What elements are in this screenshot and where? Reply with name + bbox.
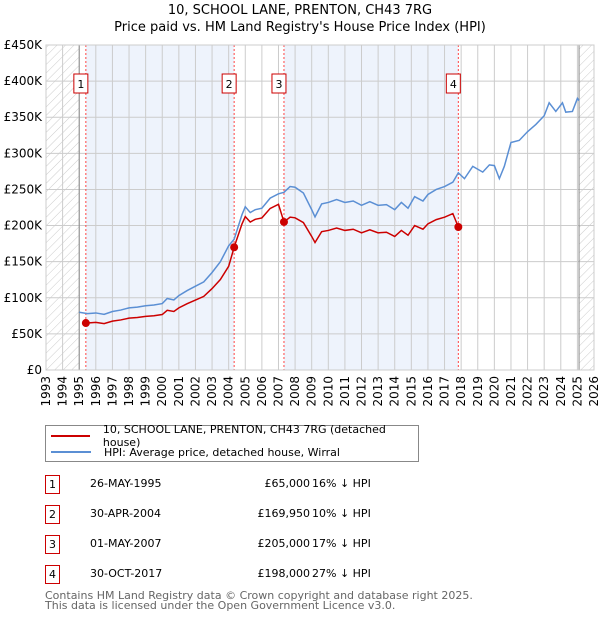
- x-tick-label: 2002: [188, 376, 202, 407]
- x-tick-label: 2006: [255, 376, 269, 407]
- x-tick-label: 2024: [554, 376, 568, 407]
- x-tick-label: 2011: [338, 376, 352, 407]
- sale-number-badge: 1: [45, 475, 60, 494]
- sale-point: [81, 319, 90, 328]
- legend: 10, SCHOOL LANE, PRENTON, CH43 7RG (deta…: [45, 423, 419, 462]
- y-tick-label: £50K: [11, 327, 43, 341]
- sale-hpi-diff: 10% ↓ HPI: [312, 507, 371, 520]
- x-tick-label: 2014: [388, 376, 402, 407]
- x-tick-label: 2021: [504, 376, 518, 407]
- x-tick-label: 2000: [155, 376, 169, 407]
- sale-marker-label: 1: [77, 78, 84, 91]
- shade-band: [85, 45, 235, 370]
- sale-date: 30-OCT-2017: [90, 567, 163, 580]
- sale-price: £65,000: [264, 477, 311, 490]
- sale-row: 1 26-MAY-1995 £65,000 16% ↓ HPI: [45, 475, 465, 495]
- sale-price: £198,000: [257, 567, 311, 580]
- legend-swatch-price: [51, 435, 90, 437]
- sale-marker-box: [271, 73, 287, 94]
- y-tick-label: £100K: [4, 291, 44, 305]
- x-tick-label: 1995: [72, 376, 86, 407]
- sale-price: £169,950: [257, 507, 311, 520]
- x-tick-label: 2013: [371, 376, 385, 407]
- sale-row: 4 30-OCT-2017 £198,000 27% ↓ HPI: [45, 565, 465, 585]
- x-tick-label: 2016: [421, 376, 435, 407]
- sale-number-badge: 3: [45, 535, 60, 554]
- x-tick-label: 2017: [438, 376, 452, 407]
- y-tick-label: £150K: [4, 255, 44, 269]
- x-tick-label: 1999: [139, 376, 153, 407]
- y-tick-label: £300K: [4, 146, 44, 160]
- sale-date: 30-APR-2004: [90, 507, 162, 520]
- y-tick-label: £250K: [4, 182, 44, 196]
- sale-date: 26-MAY-1995: [90, 477, 162, 490]
- x-tick-label: 2003: [205, 376, 219, 407]
- legend-label-hpi: HPI: Average price, detached house, Wirr…: [104, 445, 340, 459]
- x-tick-label: 1993: [39, 376, 53, 407]
- x-tick-label: 1994: [56, 376, 70, 407]
- x-tick-label: 2001: [172, 376, 186, 407]
- legend-label-price: 10, SCHOOL LANE, PRENTON, CH43 7RG (deta…: [102, 423, 386, 449]
- sale-point: [230, 243, 239, 252]
- x-tick-label: 1997: [105, 376, 119, 407]
- sale-row: 2 30-APR-2004 £169,950 10% ↓ HPI: [45, 505, 465, 525]
- chart-subtitle: Price paid vs. HM Land Registry's House …: [114, 20, 486, 35]
- x-tick-label: 2010: [321, 376, 335, 407]
- x-tick-label: 1996: [89, 376, 103, 407]
- y-tick-label: £450K: [4, 38, 44, 52]
- sale-marker-label: 2: [226, 78, 233, 91]
- y-tick-label: £350K: [4, 110, 44, 124]
- legend-item-hpi: HPI: Average price, detached house, Wirr…: [46, 444, 340, 460]
- y-tick-label: £400K: [4, 74, 44, 88]
- x-tick-label: 2007: [271, 376, 285, 407]
- sale-hpi-diff: 27% ↓ HPI: [312, 567, 371, 580]
- sale-marker-box: [221, 73, 237, 94]
- x-tick-label: 2012: [355, 376, 369, 407]
- price-line: [85, 203, 460, 325]
- footer-licence: This data is licensed under the Open Gov…: [45, 599, 396, 612]
- legend-item-price: 10, SCHOOL LANE, PRENTON, CH43 7RG (deta…: [46, 423, 418, 449]
- footer-copyright: Contains HM Land Registry data © Crown c…: [45, 589, 473, 602]
- sale-point: [279, 217, 288, 226]
- no-data-hatch: [579, 45, 594, 370]
- sale-row: 3 01-MAY-2007 £205,000 17% ↓ HPI: [45, 535, 465, 555]
- sale-marker-box: [445, 73, 461, 94]
- x-tick-label: 2004: [222, 376, 236, 407]
- shade-band: [283, 45, 459, 370]
- x-tick-label: 2005: [238, 376, 252, 407]
- y-tick-label: £200K: [4, 219, 44, 233]
- x-tick-label: 1998: [122, 376, 136, 407]
- chart-title: 10, SCHOOL LANE, PRENTON, CH43 7RG: [167, 3, 433, 18]
- sale-hpi-diff: 17% ↓ HPI: [312, 537, 371, 550]
- sale-marker-label: 3: [275, 78, 282, 91]
- x-tick-label: 2018: [454, 376, 468, 407]
- hpi-line: [79, 96, 580, 316]
- x-tick-label: 2023: [537, 376, 551, 407]
- x-tick-label: 2015: [404, 376, 418, 407]
- y-tick-label: £0: [27, 363, 42, 377]
- sale-point: [454, 223, 463, 231]
- sale-number-badge: 2: [45, 505, 60, 524]
- plot-frame: [45, 44, 595, 371]
- x-tick-label: 2019: [471, 376, 485, 407]
- sale-price: £205,000: [257, 537, 311, 550]
- x-tick-label: 2020: [487, 376, 501, 407]
- sale-marker-box: [73, 73, 89, 94]
- x-tick-label: 2025: [570, 376, 584, 407]
- price-chart: 1993 1994 1995 1996 1997 1998 1999 2000 2001 2002…: [4, 38, 600, 407]
- sale-marker-label: 4: [450, 78, 457, 91]
- x-tick-label: 2022: [521, 376, 535, 407]
- x-tick-label: 2026: [587, 376, 600, 407]
- legend-swatch-hpi: [51, 451, 91, 453]
- x-tick-label: 2009: [305, 376, 319, 407]
- sale-hpi-diff: 16% ↓ HPI: [312, 477, 371, 490]
- x-tick-label: 2008: [288, 376, 302, 407]
- sale-date: 01-MAY-2007: [90, 537, 162, 550]
- sale-number-badge: 4: [45, 565, 60, 584]
